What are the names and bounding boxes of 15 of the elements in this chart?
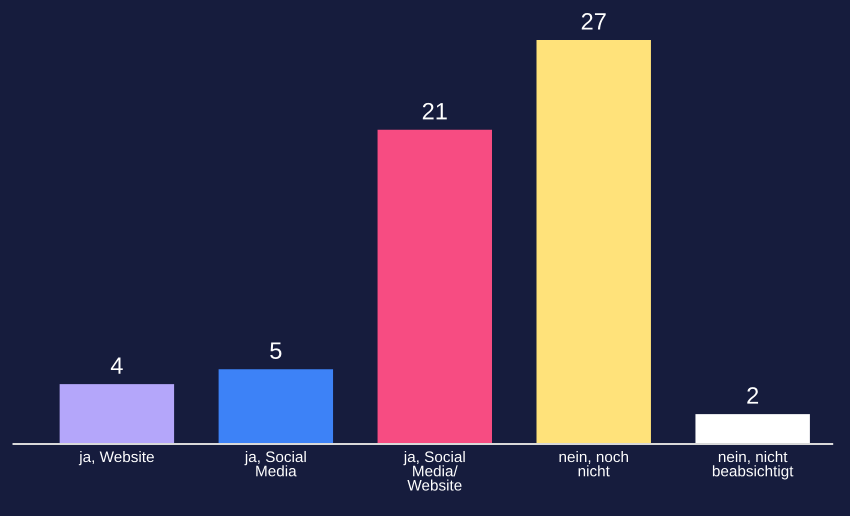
bar: [218, 369, 334, 444]
x-tick-label: nein, noch nicht: [559, 450, 628, 476]
x-tick-label: ja, Social Media: [244, 450, 306, 476]
x-tick-label: ja, Social Media/ Website: [403, 450, 465, 491]
data-label: 27: [582, 13, 606, 30]
data-label: 2: [747, 387, 758, 404]
bar: [695, 414, 810, 444]
bar: [60, 384, 174, 444]
bar: [536, 40, 651, 444]
bar: [378, 130, 492, 444]
data-label: 21: [422, 102, 447, 120]
x-tick-label: nein, nicht beabsichtigt: [712, 450, 794, 480]
data-label: 4: [110, 357, 123, 374]
data-label: 5: [270, 342, 282, 359]
x-tick-label: ja, Website: [78, 450, 154, 466]
